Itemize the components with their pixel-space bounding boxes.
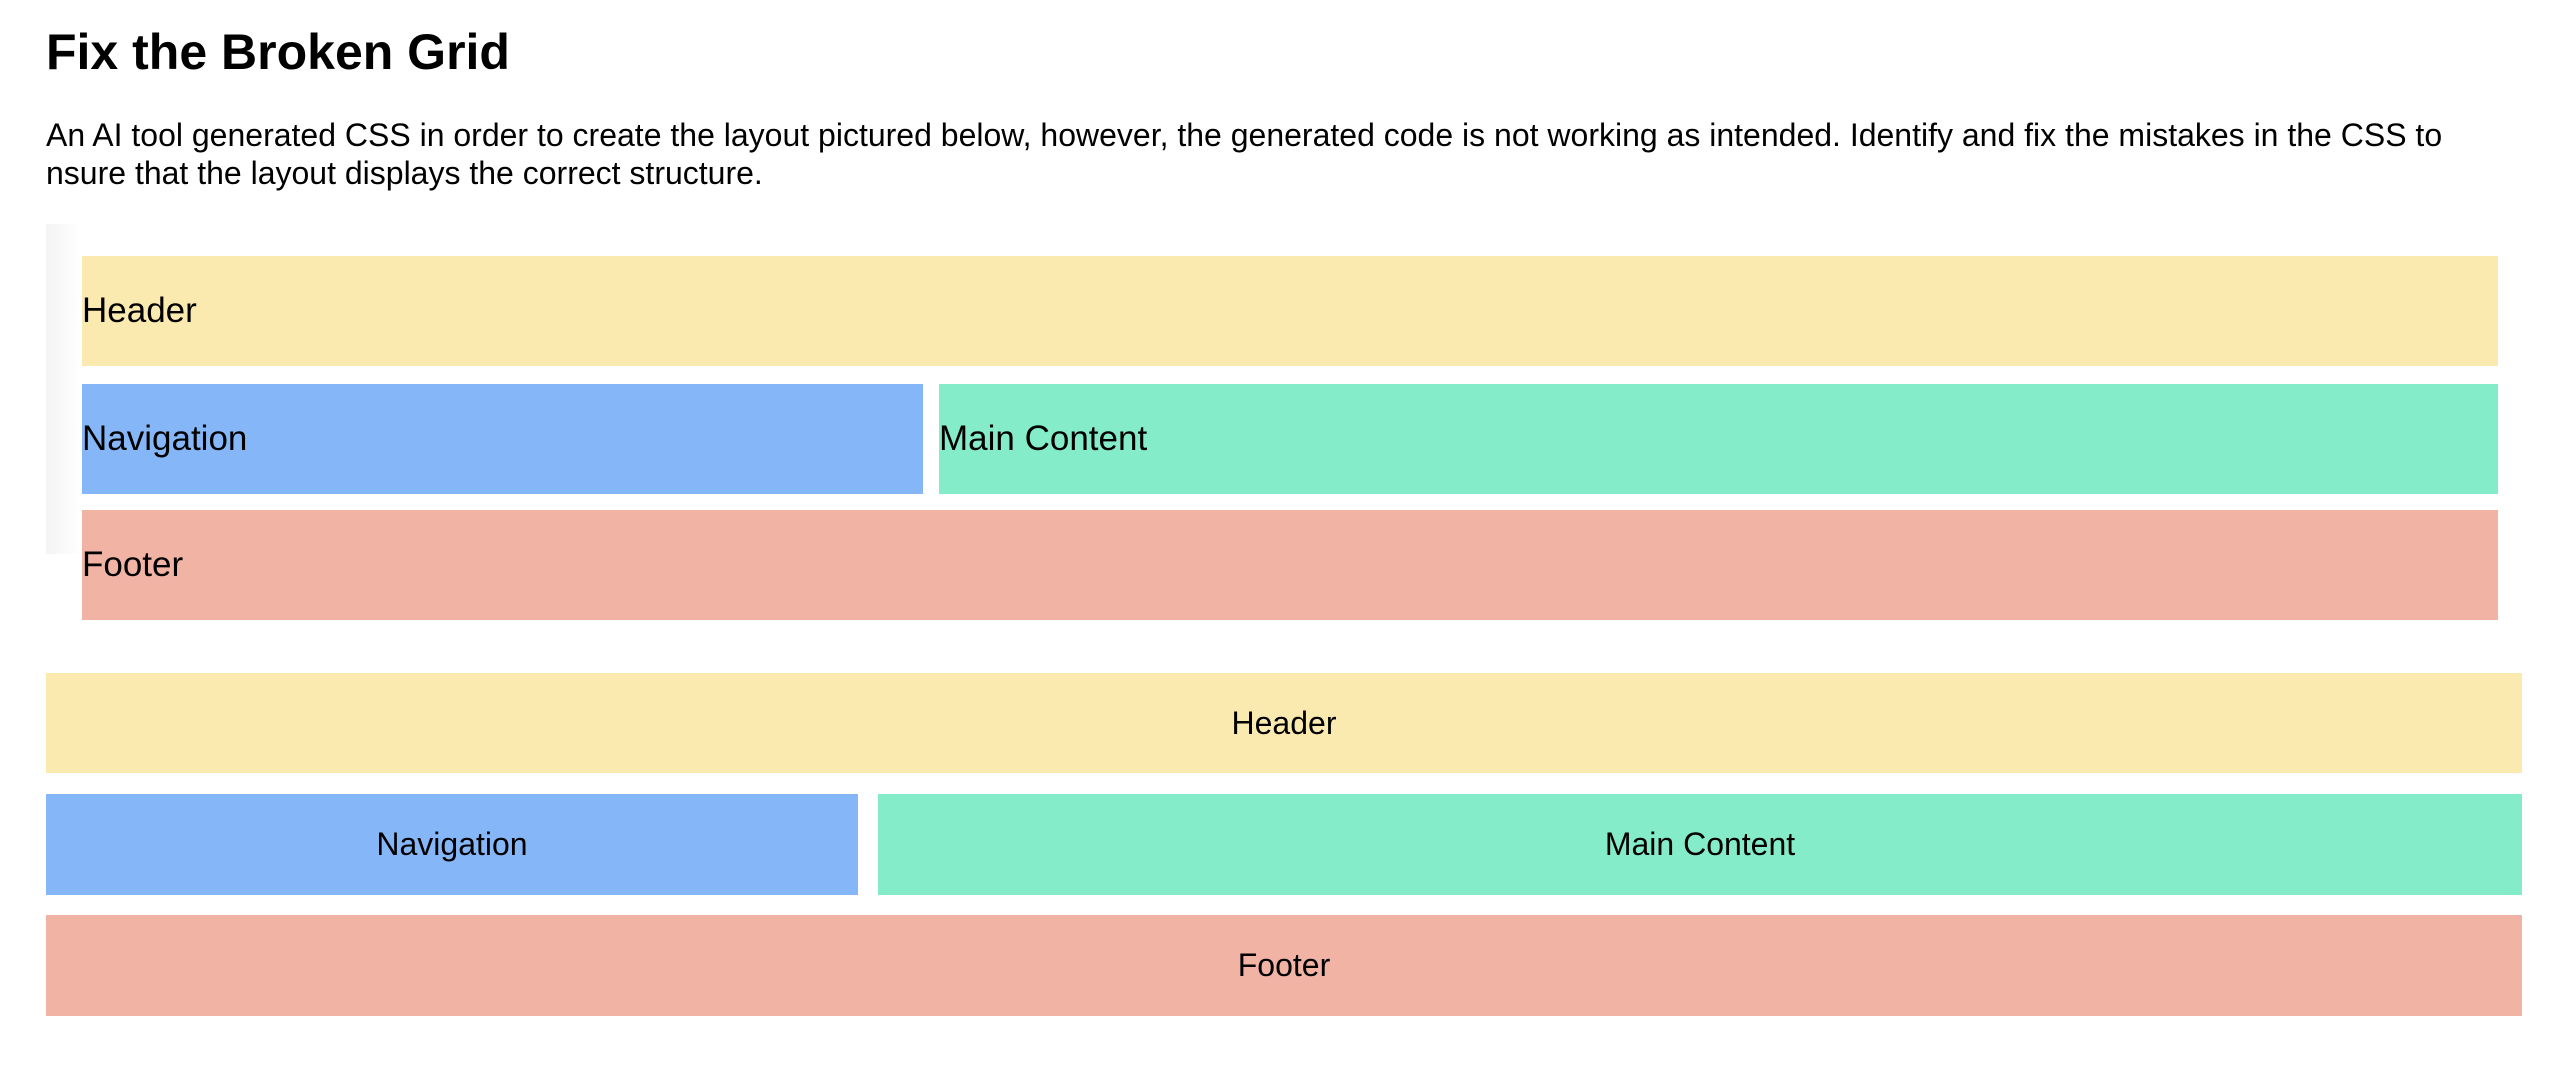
rendered-grid: Header Navigation Main Content Footer	[46, 673, 2522, 1016]
grid-main-content: Main Content	[878, 794, 2522, 895]
pictured-main-content: Main Content	[939, 384, 2498, 494]
pictured-footer: Footer	[82, 510, 2498, 620]
pictured-layout-image: Header Navigation Main Content Footer	[46, 224, 2518, 634]
image-shadow	[46, 224, 82, 554]
pictured-header: Header	[82, 256, 2498, 366]
grid-navigation: Navigation	[46, 794, 858, 895]
intro-text: An AI tool generated CSS in order to cre…	[46, 117, 2443, 191]
grid-footer: Footer	[46, 915, 2522, 1016]
pictured-navigation: Navigation	[82, 384, 923, 494]
grid-header: Header	[46, 673, 2522, 773]
page-title: Fix the Broken Grid	[46, 24, 510, 80]
